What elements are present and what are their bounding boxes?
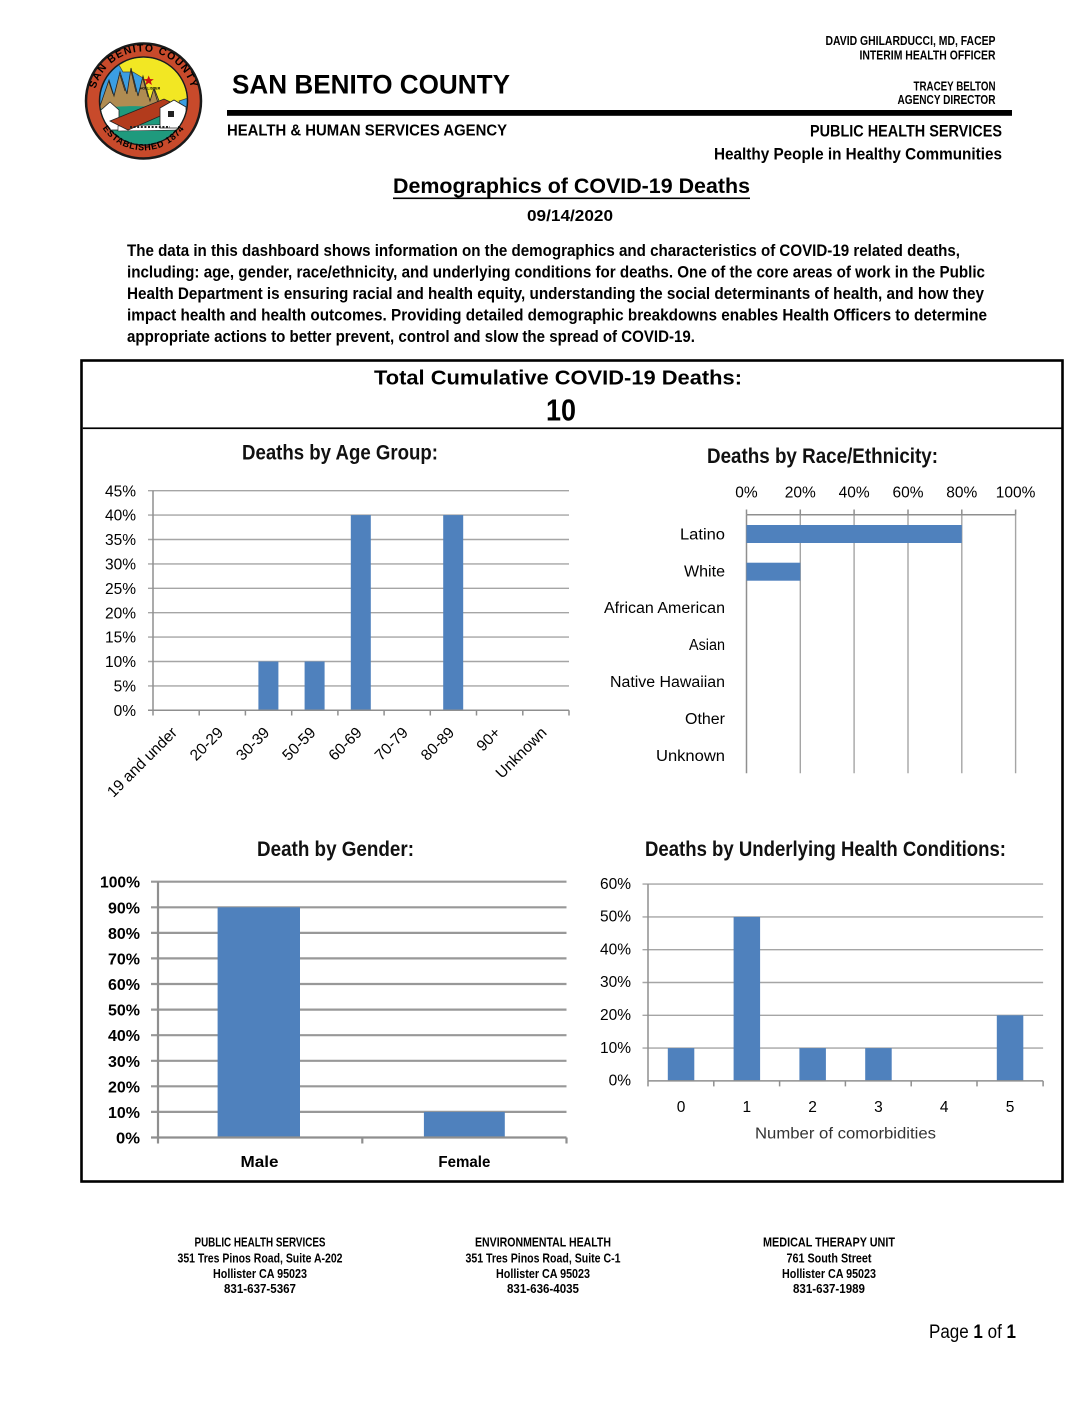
svg-text:5: 5	[1006, 1099, 1015, 1116]
svg-text:2: 2	[808, 1099, 817, 1116]
svg-text:Native Hawaiian: Native Hawaiian	[610, 674, 725, 691]
svg-text:80%: 80%	[108, 926, 140, 943]
svg-text:Hollister CA 95023: Hollister CA 95023	[213, 1266, 307, 1281]
svg-text:831-637-1989: 831-637-1989	[793, 1281, 865, 1296]
svg-text:60%: 60%	[108, 977, 140, 994]
svg-text:ENVIRONMENTAL HEALTH: ENVIRONMENTAL HEALTH	[475, 1235, 611, 1250]
svg-text:Demographics of COVID-19 Death: Demographics of COVID-19 Deaths	[393, 175, 750, 198]
svg-text:351 Tres Pinos Road, Suite C-1: 351 Tres Pinos Road, Suite C-1	[466, 1251, 621, 1266]
svg-text:including: age, gender, race/e: including: age, gender, race/ethnicity, …	[127, 263, 985, 282]
svg-text:Other: Other	[685, 711, 725, 728]
svg-text:10%: 10%	[600, 1040, 631, 1057]
svg-text:20%: 20%	[785, 485, 816, 502]
svg-text:0%: 0%	[116, 1131, 140, 1148]
svg-text:80%: 80%	[946, 485, 977, 502]
svg-text:5%: 5%	[114, 679, 137, 696]
svg-text:09/14/2020: 09/14/2020	[527, 208, 613, 225]
svg-text:40%: 40%	[105, 508, 136, 525]
svg-text:Female: Female	[438, 1154, 490, 1171]
svg-text:20%: 20%	[600, 1007, 631, 1024]
svg-text:HOLLISTER: HOLLISTER	[140, 87, 161, 91]
svg-text:appropriate actions to better: appropriate actions to better prevent, c…	[127, 327, 695, 346]
svg-text:35%: 35%	[105, 532, 136, 549]
svg-text:Asian: Asian	[689, 637, 725, 654]
svg-text:0%: 0%	[735, 485, 758, 502]
svg-text:HEALTH & HUMAN SERVICES AGENCY: HEALTH & HUMAN SERVICES AGENCY	[227, 123, 507, 140]
svg-text:100%: 100%	[100, 875, 140, 892]
svg-text:30%: 30%	[105, 557, 136, 574]
svg-text:100%: 100%	[996, 485, 1036, 502]
svg-text:Page 1 of 1: Page 1 of 1	[929, 1322, 1016, 1343]
svg-text:Total Cumulative COVID-19 Deat: Total Cumulative COVID-19 Deaths:	[374, 367, 742, 390]
svg-text:MEDICAL THERAPY UNIT: MEDICAL THERAPY UNIT	[763, 1235, 895, 1250]
svg-text:20%: 20%	[108, 1079, 140, 1096]
svg-text:Unknown: Unknown	[656, 748, 725, 765]
svg-text:90%: 90%	[108, 900, 140, 917]
svg-text:Deaths by Age Group:: Deaths by Age Group:	[242, 441, 438, 464]
svg-text:1: 1	[742, 1099, 751, 1116]
svg-text:Male: Male	[241, 1154, 279, 1171]
svg-text:351 Tres Pinos Road, Suite A-2: 351 Tres Pinos Road, Suite A-202	[178, 1251, 343, 1266]
svg-text:Deaths by Race/Ethnicity:: Deaths by Race/Ethnicity:	[707, 445, 938, 468]
svg-text:DAVID GHILARDUCCI, MD, FACEP: DAVID GHILARDUCCI, MD, FACEP	[826, 34, 996, 48]
svg-text:Hollister CA 95023: Hollister CA 95023	[782, 1266, 876, 1281]
svg-text:831-636-4035: 831-636-4035	[507, 1281, 579, 1296]
svg-text:0%: 0%	[609, 1073, 632, 1090]
svg-text:10: 10	[546, 394, 576, 428]
svg-text:761 South Street: 761 South Street	[787, 1251, 873, 1266]
svg-text:Healthy People in Healthy Comm: Healthy People in Healthy Communities	[714, 145, 1002, 164]
svg-text:40%: 40%	[600, 941, 631, 958]
svg-text:White: White	[684, 563, 725, 580]
svg-text:Deaths by Underlying Health Co: Deaths by Underlying Health Conditions:	[645, 838, 1006, 861]
svg-text:40%: 40%	[839, 485, 870, 502]
svg-text:Latino: Latino	[680, 526, 725, 543]
svg-text:Health Department is ensuring: Health Department is ensuring racial and…	[127, 284, 984, 303]
svg-text:3: 3	[874, 1099, 883, 1116]
svg-text:SAN BENITO COUNTY: SAN BENITO COUNTY	[232, 70, 510, 100]
svg-text:0: 0	[677, 1099, 686, 1116]
svg-text:60%: 60%	[892, 485, 923, 502]
svg-text:0%: 0%	[114, 703, 137, 720]
svg-text:The data in this dashboard sho: The data in this dashboard shows informa…	[127, 241, 960, 260]
svg-text:Death by Gender:: Death by Gender:	[257, 838, 414, 861]
svg-text:African American: African American	[604, 600, 725, 617]
svg-text:831-637-5367: 831-637-5367	[224, 1281, 296, 1296]
svg-text:25%: 25%	[105, 581, 136, 598]
svg-text:AGENCY DIRECTOR: AGENCY DIRECTOR	[898, 93, 996, 107]
svg-text:Hollister CA 95023: Hollister CA 95023	[496, 1266, 590, 1281]
svg-text:10%: 10%	[105, 654, 136, 671]
svg-text:30%: 30%	[108, 1054, 140, 1071]
svg-text:4: 4	[940, 1099, 949, 1116]
svg-text:30%: 30%	[600, 974, 631, 991]
svg-text:impact health and health outco: impact health and health outcomes. Provi…	[127, 306, 987, 325]
svg-text:PUBLIC HEALTH SERVICES: PUBLIC HEALTH SERVICES	[810, 122, 1002, 141]
svg-text:Number of comorbidities: Number of comorbidities	[755, 1126, 936, 1143]
svg-text:60%: 60%	[600, 876, 631, 893]
svg-text:INTERIM HEALTH OFFICER: INTERIM HEALTH OFFICER	[860, 49, 996, 63]
svg-text:PUBLIC HEALTH SERVICES: PUBLIC HEALTH SERVICES	[195, 1235, 326, 1250]
svg-text:45%: 45%	[105, 483, 136, 500]
svg-text:70%: 70%	[108, 951, 140, 968]
svg-text:TRACEY BELTON: TRACEY BELTON	[914, 80, 996, 94]
svg-text:50%: 50%	[600, 909, 631, 926]
svg-text:50%: 50%	[108, 1003, 140, 1020]
svg-text:15%: 15%	[105, 630, 136, 647]
svg-text:40%: 40%	[108, 1028, 140, 1045]
svg-text:20%: 20%	[105, 605, 136, 622]
svg-text:10%: 10%	[108, 1105, 140, 1122]
